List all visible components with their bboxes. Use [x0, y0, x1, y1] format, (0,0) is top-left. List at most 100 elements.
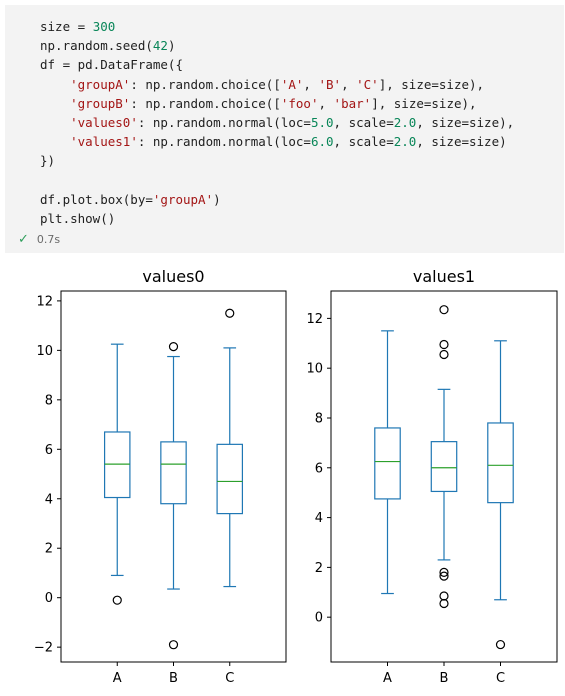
code-token: 'groupB': [70, 95, 131, 111]
code-token: size =: [40, 19, 93, 34]
code-token: df = pd.DataFrame({: [40, 57, 183, 73]
code-token: ,: [318, 95, 334, 111]
code-token: : np.random.choice([: [130, 76, 281, 92]
code-token: 'values0': [70, 114, 138, 130]
outlier-point: [112, 595, 122, 605]
exec-time: 0.7s: [36, 233, 61, 246]
box-A: [103, 343, 131, 605]
code-token: 5.0: [310, 114, 334, 130]
y-tick-label: 2: [45, 542, 53, 557]
code-line: [40, 171, 514, 190]
code-token: , size=size): [416, 134, 507, 150]
box-C: [216, 308, 244, 588]
y-tick-label: 8: [315, 411, 323, 426]
outlier-point: [439, 598, 449, 609]
code-token: 42: [152, 38, 168, 54]
y-tick-label: 6: [45, 443, 53, 458]
iqr-box: [487, 422, 514, 504]
code-token: }): [40, 153, 56, 169]
outlier-point: [439, 349, 449, 360]
iqr-box: [430, 441, 458, 493]
y-tick-label: 12: [36, 294, 53, 309]
code-line: }): [40, 151, 514, 170]
subplot-values0: values0 −2 0 2 4 6 8 10 12 A B C: [34, 267, 287, 686]
code-token: 2.0: [393, 134, 417, 150]
code-token: ], size=size),: [378, 76, 485, 92]
code-line: np.random.seed(42): [40, 36, 514, 55]
code-line: plt.show(): [40, 209, 514, 228]
x-tick-label: A: [383, 671, 392, 686]
x-tick-label: A: [113, 671, 122, 686]
check-icon: ✓: [18, 232, 29, 247]
code-line: 'groupB': np.random.choice(['foo', 'bar'…: [40, 94, 514, 113]
code-token: , scale=: [333, 114, 394, 130]
code-token: [40, 134, 70, 149]
code-token: [40, 96, 70, 111]
x-tick-label: B: [169, 671, 178, 686]
y-tick-label: 6: [315, 461, 323, 476]
code-token: plt.show(): [40, 210, 116, 226]
code-token: , size=size),: [416, 114, 515, 130]
y-tick-label: 12: [306, 312, 323, 327]
code-token: ], size=size),: [371, 95, 477, 111]
x-tick-label: C: [496, 671, 505, 686]
box-B: [160, 342, 187, 650]
outlier-point: [439, 571, 449, 581]
code-token: : np.random.choice([: [130, 95, 281, 111]
y-tick-label: 10: [306, 362, 323, 377]
code-token: df.plot.box(by=: [40, 191, 153, 207]
x-tick-label: B: [440, 671, 449, 686]
code-token: : np.random.normal(loc=: [137, 134, 311, 150]
box-C: [487, 340, 514, 650]
code-cell[interactable]: size = 300 np.random.seed(42) df = pd.Data…: [5, 5, 564, 253]
y-tick-label: 10: [36, 344, 53, 359]
code-line: df = pd.DataFrame({: [40, 55, 514, 74]
code-token: 'A': [280, 76, 304, 92]
y-tick-label: 2: [315, 561, 323, 576]
outlier-point: [439, 591, 449, 601]
code-token: 6.0: [310, 134, 334, 150]
code-line: 'groupA': np.random.choice(['A', 'B', 'C…: [40, 75, 514, 94]
outlier-point: [439, 339, 449, 350]
y-tick-label: −2: [34, 641, 53, 656]
code-line: size = 300: [40, 17, 514, 36]
code-token: [40, 115, 70, 130]
subplot-values1: values1 0 2 4 6 8 10 12 A B C: [306, 267, 558, 686]
code-token: ): [167, 38, 176, 54]
code-token: ,: [341, 76, 357, 92]
code-token: 'C': [356, 76, 379, 92]
outlier-point: [168, 640, 179, 650]
iqr-box: [103, 431, 131, 499]
code-token: ,: [303, 76, 319, 92]
outlier-point: [495, 639, 506, 650]
y-tick-label: 4: [45, 492, 53, 507]
code-token: , scale=: [333, 134, 394, 150]
code-token: np.random.seed(: [40, 38, 153, 54]
code-token: 2.0: [393, 114, 417, 130]
outlier-point: [225, 308, 235, 318]
code-token: 300: [92, 19, 116, 34]
y-tick-label: 0: [315, 611, 323, 626]
y-tick-label: 4: [315, 511, 323, 526]
outlier-point: [168, 342, 179, 352]
code-token: 'bar': [333, 95, 372, 111]
iqr-box: [374, 427, 401, 500]
iqr-box: [216, 443, 244, 515]
code-token: 'values1': [70, 134, 138, 150]
outlier-point: [439, 305, 449, 315]
y-tick-label: 0: [45, 591, 53, 606]
outlier-point: [439, 567, 449, 577]
chart-title: values0: [142, 267, 204, 286]
code-line: df.plot.box(by='groupA'): [40, 190, 514, 209]
code-token: 'foo': [280, 95, 319, 111]
code-token: 'groupA': [70, 76, 131, 92]
chart-title: values1: [413, 267, 475, 286]
box-A: [374, 330, 401, 595]
code-editor[interactable]: size = 300 np.random.seed(42) df = pd.Data…: [40, 17, 514, 228]
cell-status: ✓ 0.7s: [18, 232, 60, 247]
code-line: 'values1': np.random.normal(loc=6.0, sca…: [40, 132, 514, 151]
code-token: 'B': [318, 76, 342, 92]
code-token: : np.random.normal(loc=: [137, 114, 311, 130]
iqr-box: [160, 441, 187, 505]
